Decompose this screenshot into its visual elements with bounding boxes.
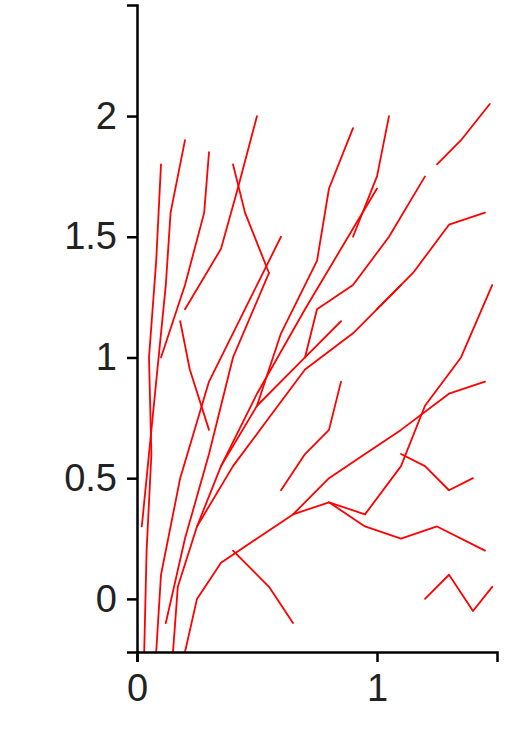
y-axis: 0 0.5 1 1.5 2 xyxy=(64,6,137,653)
x-tick-mark xyxy=(376,652,379,662)
x-axis-line xyxy=(138,653,498,663)
vessel-branch xyxy=(377,213,485,310)
vessel-branch xyxy=(142,140,185,526)
vessel-branch xyxy=(185,502,365,652)
vessel-branch xyxy=(180,321,209,430)
vessel-branch xyxy=(233,551,293,623)
y-tick: 1.5 xyxy=(64,215,137,257)
plot-area xyxy=(142,104,492,652)
vessel-branch xyxy=(353,116,389,237)
y-tick-mark xyxy=(127,598,137,601)
vessel-branch xyxy=(329,502,485,550)
vessel-branch xyxy=(161,152,209,357)
y-tick: 1 xyxy=(96,336,137,378)
y-tick-mark xyxy=(127,115,137,118)
vessel-branch xyxy=(185,116,257,309)
y-tick-mark xyxy=(127,357,137,360)
y-tick: 0.5 xyxy=(64,457,137,499)
vessel-branch xyxy=(173,321,341,652)
x-tick-label: 1 xyxy=(367,667,388,709)
y-tick-label: 1.5 xyxy=(64,215,117,257)
vessel-branch xyxy=(156,237,281,652)
y-tick-label: 0 xyxy=(96,578,117,620)
y-axis-line xyxy=(127,6,138,653)
vessel-branch xyxy=(305,176,425,357)
x-tick: 0 xyxy=(127,652,148,709)
x-axis: 01 xyxy=(127,652,498,709)
x-tick: 1 xyxy=(367,652,388,709)
vessel-branch xyxy=(401,454,473,490)
y-tick: 0 xyxy=(96,578,137,620)
y-tick-label: 2 xyxy=(96,95,117,137)
vessel-branch xyxy=(257,128,353,406)
y-tick-mark xyxy=(127,236,137,239)
vessel-branch xyxy=(233,164,269,273)
vessel-branch xyxy=(425,575,492,611)
x-tick-label: 0 xyxy=(127,667,148,709)
y-tick: 2 xyxy=(96,95,137,137)
vessel-branch xyxy=(293,382,485,515)
vessel-branch xyxy=(221,188,377,466)
chart: 0100.511.52 xyxy=(0,0,512,746)
vessel-branch xyxy=(144,164,161,652)
y-tick-label: 1 xyxy=(96,336,117,378)
y-tick-label: 0.5 xyxy=(64,457,117,499)
vessel-branch xyxy=(437,104,490,164)
y-tick-mark xyxy=(127,477,137,480)
vessel-branch xyxy=(365,285,492,514)
vessel-branch xyxy=(281,382,341,491)
